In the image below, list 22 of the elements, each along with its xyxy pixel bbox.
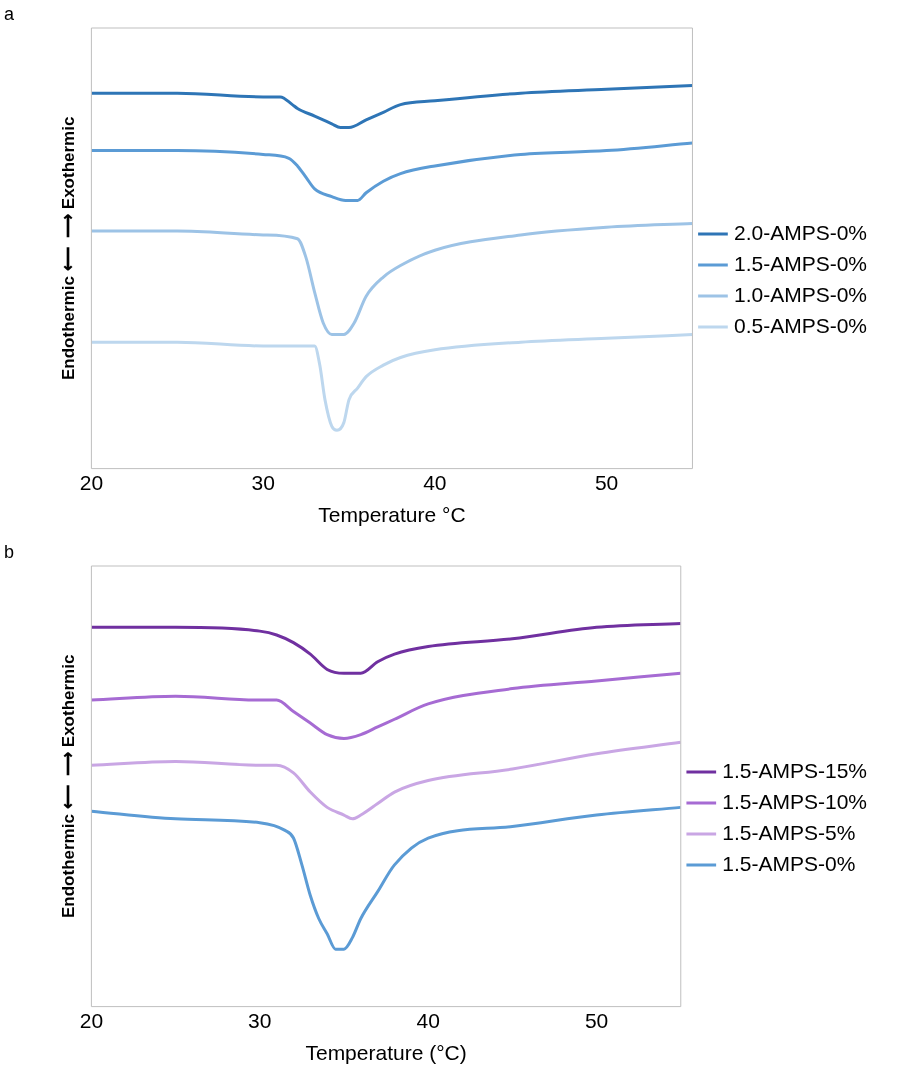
x-tick-label: 40 (423, 471, 447, 494)
x-tick-label: 50 (584, 1009, 609, 1032)
x-tick-label: 50 (594, 471, 619, 494)
x-tick-label: 40 (416, 1009, 440, 1032)
y-axis-title: Endothermic ⟵ ⟶ Exothermic (58, 116, 78, 380)
legend-label: 1.0-AMPS-0% (733, 282, 867, 306)
legend-label: 1.5-AMPS-0% (722, 851, 856, 875)
x-axis-title: Temperature (°C) (305, 1041, 467, 1065)
y-axis-title: Endothermic ⟵ ⟶ Exothermic (58, 654, 78, 918)
legend-label: 2.0-AMPS-0% (733, 220, 867, 244)
legend-label: 1.5-AMPS-10% (722, 789, 868, 813)
legend-label: 1.5-AMPS-15% (722, 758, 868, 782)
x-tick-label: 30 (251, 471, 275, 494)
x-tick-label: 20 (79, 1009, 104, 1032)
x-axis-title: Temperature °C (318, 503, 466, 527)
x-tick-label: 20 (79, 471, 104, 494)
text: b (4, 541, 15, 562)
legend-label: 1.5-AMPS-5% (722, 820, 856, 844)
x-tick-label: 30 (248, 1009, 272, 1032)
text: a (4, 3, 15, 24)
legend-label: 0.5-AMPS-0% (733, 313, 867, 337)
legend-label: 1.5-AMPS-0% (733, 251, 867, 275)
